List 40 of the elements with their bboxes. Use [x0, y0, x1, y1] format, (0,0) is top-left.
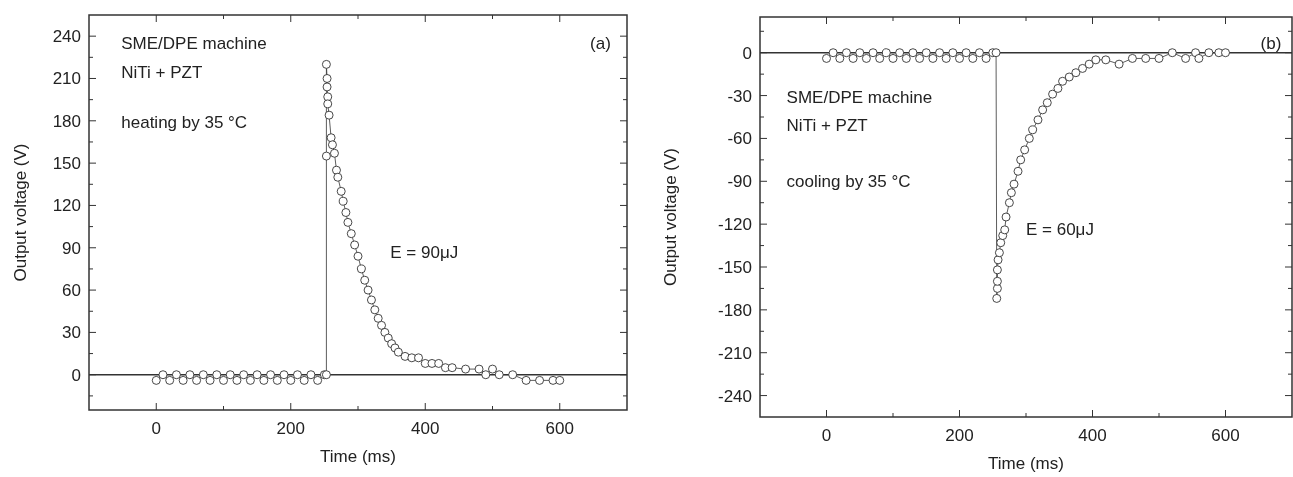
x-tick-label: 0	[821, 426, 832, 445]
annotation: (a)	[590, 33, 611, 53]
y-tick-label: 0	[71, 365, 81, 385]
annotation: heating by 35 °C	[121, 112, 248, 132]
annotation: cooling by 35 °C	[786, 171, 911, 191]
annotation: E = 90μJ	[390, 242, 459, 262]
annotation: SME/DPE machine	[786, 87, 933, 107]
y-tick-label: 180	[52, 111, 81, 131]
x-axis-title: Time (ms)	[988, 454, 1064, 473]
y-axis-title: Output voltage (V)	[661, 148, 680, 286]
annotation: NiTi + PZT	[121, 63, 203, 83]
y-tick-label: -210	[717, 343, 752, 363]
y-tick-label: 210	[52, 69, 81, 89]
y-tick-label: -240	[717, 386, 752, 406]
x-tick-label: 0	[151, 419, 161, 438]
y-tick-label: 150	[52, 154, 81, 174]
y-tick-label: -180	[717, 300, 752, 320]
annotation: SME/DPE machine	[121, 33, 267, 53]
y-tick-label: 120	[52, 196, 81, 216]
y-tick-label: -90	[727, 172, 752, 192]
x-tick-label: 600	[545, 419, 574, 438]
y-tick-label: -30	[727, 86, 752, 106]
y-tick-label: -60	[727, 129, 752, 149]
annotation: (b)	[1260, 33, 1282, 53]
y-tick-label: 240	[52, 27, 81, 47]
y-tick-label: 60	[62, 281, 81, 301]
y-tick-label: 90	[62, 238, 81, 258]
annotation: NiTi + PZT	[786, 115, 868, 135]
y-axis-title: Output voltage (V)	[11, 143, 30, 282]
x-tick-label: 200	[945, 426, 974, 445]
annotation: E = 60μJ	[1026, 219, 1094, 239]
y-tick-label: 30	[62, 323, 81, 343]
y-tick-label: -120	[717, 215, 752, 235]
y-tick-label: 0	[742, 43, 752, 63]
y-tick-label: -150	[717, 257, 752, 277]
x-tick-label: 400	[411, 419, 440, 438]
x-tick-label: 200	[276, 419, 305, 438]
x-tick-label: 600	[1211, 426, 1240, 445]
x-tick-label: 400	[1078, 426, 1107, 445]
x-axis-title: Time (ms)	[320, 447, 396, 466]
